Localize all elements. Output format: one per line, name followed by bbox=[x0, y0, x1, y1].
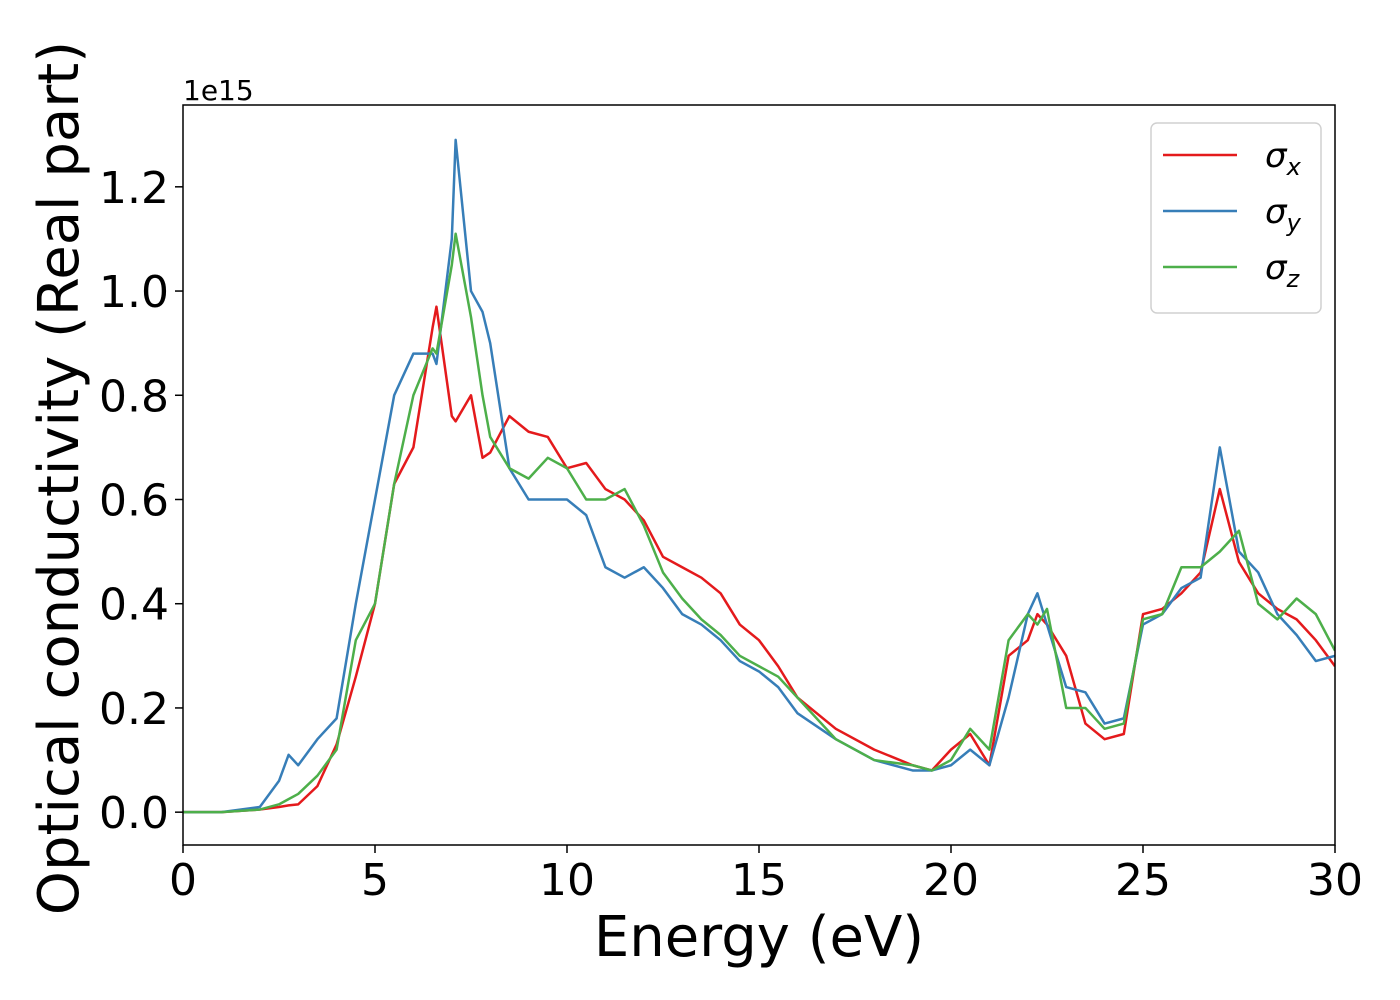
y-tick-label: 1.0 bbox=[99, 267, 169, 318]
series-line bbox=[183, 232, 1335, 814]
y-tick-label: 0.4 bbox=[99, 580, 169, 631]
legend-label: σx bbox=[1265, 136, 1302, 181]
y-tick-label: 0.2 bbox=[99, 684, 169, 735]
y-tick-label: 0.6 bbox=[99, 475, 169, 526]
legend-label: σy bbox=[1265, 192, 1302, 237]
x-tick-label: 25 bbox=[1115, 855, 1171, 906]
x-tick-label: 10 bbox=[539, 855, 595, 906]
y-axis-label: Optical conductivity (Real part) bbox=[27, 41, 92, 915]
x-tick-label: 5 bbox=[361, 855, 389, 906]
y-tick-label: 0.0 bbox=[99, 788, 169, 839]
y-offset-label: 1e15 bbox=[183, 74, 254, 107]
y-tick-label: 1.2 bbox=[99, 163, 169, 214]
axes-frame bbox=[182, 104, 1336, 846]
x-tick-label: 0 bbox=[169, 855, 197, 906]
legend-label: σz bbox=[1265, 248, 1301, 293]
x-tick-label: 30 bbox=[1307, 855, 1363, 906]
x-tick-label: 15 bbox=[731, 855, 787, 906]
x-tick-label: 20 bbox=[923, 855, 979, 906]
y-tick-label: 0.8 bbox=[99, 371, 169, 422]
x-axis-label: Energy (eV) bbox=[594, 905, 924, 970]
legend-box bbox=[1150, 122, 1322, 314]
